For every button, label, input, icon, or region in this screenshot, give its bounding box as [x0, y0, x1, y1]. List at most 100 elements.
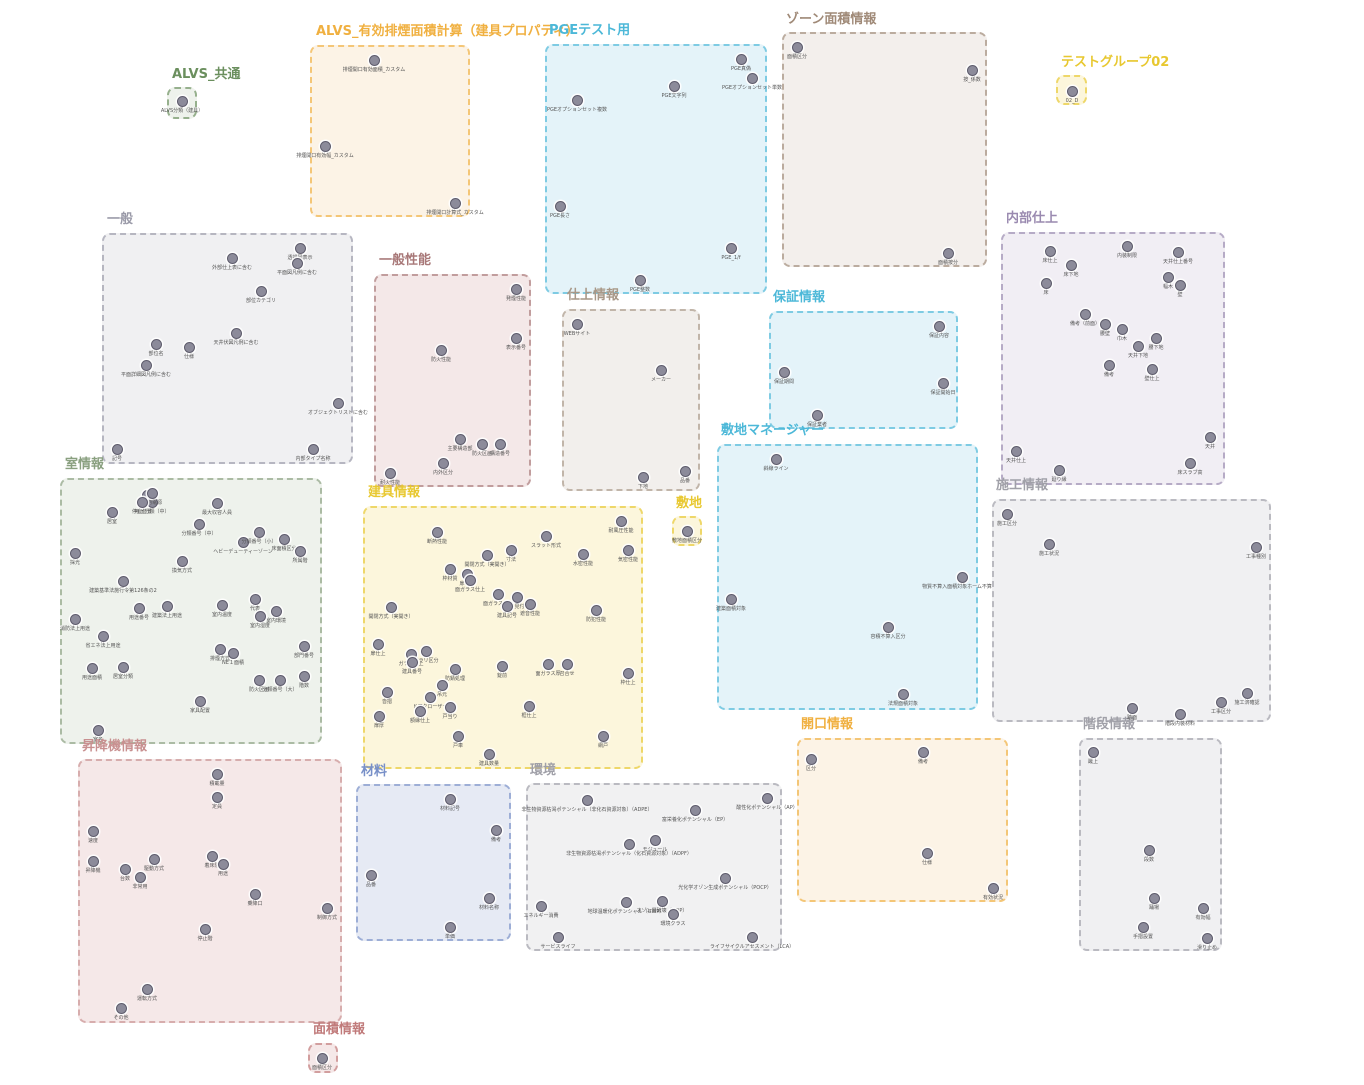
attribute-node[interactable] — [1162, 271, 1174, 283]
attribute-node[interactable] — [436, 679, 448, 691]
attribute-node[interactable] — [1146, 363, 1158, 375]
group-elevator[interactable] — [78, 759, 342, 1023]
attribute-node[interactable] — [554, 200, 566, 212]
attribute-node[interactable] — [1099, 318, 1111, 330]
attribute-node[interactable] — [966, 64, 978, 76]
attribute-node[interactable] — [214, 643, 226, 655]
attribute-node[interactable] — [176, 555, 188, 567]
attribute-node[interactable] — [1001, 508, 1013, 520]
group-interior[interactable] — [1001, 232, 1225, 485]
group-fittings[interactable] — [363, 506, 643, 769]
attribute-node[interactable] — [620, 896, 632, 908]
attribute-node[interactable] — [106, 506, 118, 518]
attribute-node[interactable] — [254, 610, 266, 622]
attribute-node[interactable] — [134, 871, 146, 883]
attribute-node[interactable] — [444, 921, 456, 933]
attribute-node[interactable] — [161, 600, 173, 612]
attribute-node[interactable] — [140, 359, 152, 371]
attribute-node[interactable] — [255, 285, 267, 297]
attribute-node[interactable] — [368, 54, 380, 66]
attribute-node[interactable] — [542, 658, 554, 670]
attribute-node[interactable] — [431, 526, 443, 538]
group-material[interactable] — [356, 784, 511, 941]
group-general[interactable] — [102, 233, 353, 464]
attribute-node[interactable] — [1044, 245, 1056, 257]
attribute-node[interactable] — [615, 515, 627, 527]
group-site-manager[interactable] — [717, 444, 978, 710]
attribute-node[interactable] — [1201, 932, 1213, 944]
attribute-node[interactable] — [882, 621, 894, 633]
attribute-node[interactable] — [1116, 323, 1128, 335]
attribute-node[interactable] — [1040, 277, 1052, 289]
attribute-node[interactable] — [176, 95, 188, 107]
attribute-node[interactable] — [385, 601, 397, 613]
attribute-node[interactable] — [622, 544, 634, 556]
attribute-node[interactable] — [193, 518, 205, 530]
attribute-node[interactable] — [492, 588, 504, 600]
attribute-node[interactable] — [679, 465, 691, 477]
attribute-node[interactable] — [249, 888, 261, 900]
attribute-node[interactable] — [623, 838, 635, 850]
attribute-node[interactable] — [805, 753, 817, 765]
attribute-node[interactable] — [540, 530, 552, 542]
attribute-node[interactable] — [69, 547, 81, 559]
attribute-node[interactable] — [414, 705, 426, 717]
attribute-node[interactable] — [597, 730, 609, 742]
attribute-node[interactable] — [770, 453, 782, 465]
attribute-node[interactable] — [501, 600, 513, 612]
attribute-node[interactable] — [523, 700, 535, 712]
group-zone-area[interactable] — [782, 32, 987, 267]
attribute-node[interactable] — [199, 923, 211, 935]
attribute-node[interactable] — [494, 438, 506, 450]
attribute-node[interactable] — [373, 710, 385, 722]
attribute-node[interactable] — [444, 701, 456, 713]
attribute-node[interactable] — [146, 487, 158, 499]
group-alvs-common[interactable] — [167, 87, 197, 119]
attribute-node[interactable] — [294, 242, 306, 254]
attribute-node[interactable] — [937, 377, 949, 389]
attribute-node[interactable] — [1043, 538, 1055, 550]
attribute-node[interactable] — [92, 724, 104, 736]
attribute-node[interactable] — [552, 931, 564, 943]
attribute-node[interactable] — [622, 667, 634, 679]
attribute-node[interactable] — [230, 327, 242, 339]
attribute-node[interactable] — [476, 438, 488, 450]
attribute-node[interactable] — [725, 593, 737, 605]
attribute-node[interactable] — [689, 804, 701, 816]
attribute-node[interactable] — [452, 730, 464, 742]
attribute-node[interactable] — [668, 80, 680, 92]
attribute-node[interactable] — [86, 662, 98, 674]
attribute-node[interactable] — [226, 252, 238, 264]
attribute-node[interactable] — [321, 902, 333, 914]
attribute-node[interactable] — [136, 496, 148, 508]
attribute-node[interactable] — [510, 283, 522, 295]
attribute-node[interactable] — [87, 855, 99, 867]
attribute-node[interactable] — [1126, 702, 1138, 714]
attribute-node[interactable] — [270, 605, 282, 617]
attribute-node[interactable] — [237, 536, 249, 548]
attribute-node[interactable] — [1184, 457, 1196, 469]
attribute-node[interactable] — [444, 793, 456, 805]
group-general-perf[interactable] — [374, 274, 531, 487]
attribute-node[interactable] — [1087, 746, 1099, 758]
attribute-node[interactable] — [1197, 902, 1209, 914]
attribute-node[interactable] — [437, 457, 449, 469]
attribute-node[interactable] — [424, 691, 436, 703]
attribute-node[interactable] — [637, 471, 649, 483]
attribute-node[interactable] — [133, 602, 145, 614]
attribute-node[interactable] — [655, 364, 667, 376]
attribute-node[interactable] — [581, 794, 593, 806]
attribute-node[interactable] — [571, 318, 583, 330]
attribute-node[interactable] — [510, 332, 522, 344]
attribute-node[interactable] — [483, 892, 495, 904]
attribute-node[interactable] — [449, 197, 461, 209]
attribute-node[interactable] — [1121, 240, 1133, 252]
attribute-node[interactable] — [571, 94, 583, 106]
attribute-node[interactable] — [253, 674, 265, 686]
attribute-node[interactable] — [1174, 279, 1186, 291]
attribute-node[interactable] — [987, 882, 999, 894]
attribute-node[interactable] — [719, 872, 731, 884]
attribute-node[interactable] — [490, 824, 502, 836]
attribute-node[interactable] — [1174, 708, 1186, 720]
